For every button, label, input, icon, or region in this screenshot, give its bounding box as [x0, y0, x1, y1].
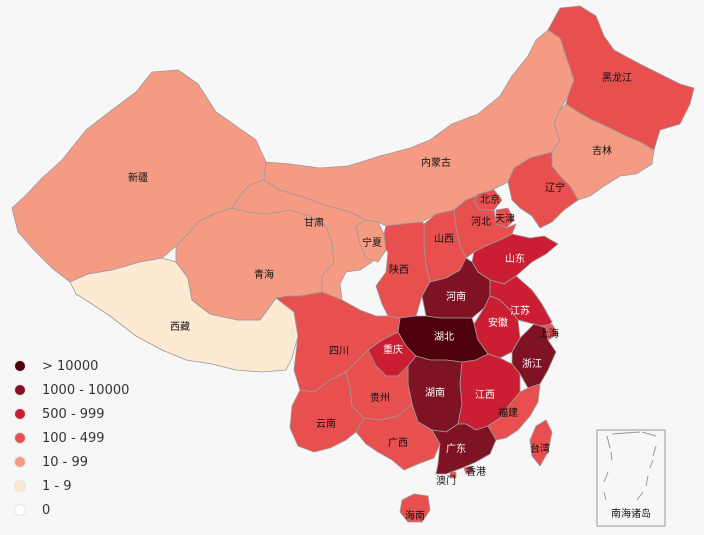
province-label-beijing: 北京 — [480, 193, 500, 206]
province-label-zhejiang: 浙江 — [522, 358, 542, 370]
legend-swatch-icon — [14, 504, 26, 516]
province-label-hunan: 湖南 — [425, 386, 445, 399]
legend-label: 500 - 999 — [42, 406, 105, 422]
province-label-hebei: 河北 — [471, 216, 491, 228]
legend-label: 1000 - 10000 — [42, 382, 130, 398]
province-fujian[interactable] — [487, 383, 541, 441]
province-label-neimenggu: 内蒙古 — [421, 156, 451, 169]
province-label-jiangsu: 江苏 — [510, 304, 530, 317]
province-label-xianggang: 香港 — [466, 466, 486, 478]
province-hainan[interactable] — [399, 493, 431, 523]
legend-item[interactable]: 1000 - 10000 — [14, 378, 164, 402]
province-label-hainan: 海南 — [405, 509, 425, 522]
province-xianggang[interactable] — [463, 465, 475, 475]
province-label-xizang: 西藏 — [170, 321, 190, 333]
legend-item[interactable]: 1 - 9 — [14, 474, 164, 498]
province-label-shanghai: 上海 — [539, 327, 559, 340]
province-sichuan[interactable] — [275, 291, 401, 393]
legend-item[interactable]: > 10000 — [14, 354, 164, 378]
province-label-chongqing: 重庆 — [383, 343, 403, 356]
province-label-taiwan: 台湾 — [530, 442, 550, 455]
province-guangxi[interactable] — [355, 403, 441, 471]
legend-swatch-icon — [14, 360, 26, 372]
province-label-yunnan: 云南 — [316, 417, 336, 430]
legend: > 10000 1000 - 10000 500 - 999 100 - 499 10 … — [14, 354, 164, 522]
legend-item[interactable]: 10 - 99 — [14, 450, 164, 474]
province-label-hubei: 湖北 — [434, 331, 454, 343]
province-label-jiangxi: 江西 — [475, 389, 495, 401]
legend-swatch-icon — [14, 384, 26, 396]
inset-label: 南海诸岛 — [611, 507, 651, 520]
legend-swatch-icon — [14, 480, 26, 492]
legend-label: > 10000 — [42, 358, 99, 374]
province-liaoning[interactable] — [507, 151, 579, 229]
province-label-tianjin: 天津 — [495, 213, 515, 225]
legend-label: 0 — [42, 502, 51, 518]
province-heilongjiang[interactable] — [547, 5, 695, 151]
province-label-ningxia: 宁夏 — [362, 236, 382, 249]
south-china-sea-inset: 南海诸岛 — [596, 429, 666, 527]
province-label-aomen: 澳门 — [436, 474, 456, 487]
legend-label: 100 - 499 — [42, 430, 105, 446]
province-label-xinjiang: 新疆 — [128, 171, 148, 184]
province-label-qinghai: 青海 — [254, 268, 274, 281]
legend-item[interactable]: 100 - 499 — [14, 426, 164, 450]
legend-swatch-icon — [14, 432, 26, 444]
province-label-jilin: 吉林 — [592, 144, 612, 157]
legend-swatch-icon — [14, 408, 26, 420]
province-label-henan: 河南 — [446, 290, 466, 303]
province-label-shaanxi: 陕西 — [389, 263, 409, 276]
province-guangdong[interactable] — [431, 423, 497, 475]
legend-label: 10 - 99 — [42, 454, 89, 470]
legend-label: 1 - 9 — [42, 478, 72, 494]
province-label-guangdong: 广东 — [446, 442, 466, 455]
province-taiwan[interactable] — [529, 419, 553, 467]
province-label-heilongjiang: 黑龙江 — [602, 71, 632, 84]
province-label-fujian: 福建 — [498, 406, 518, 419]
province-label-liaoning: 辽宁 — [545, 181, 565, 194]
province-label-sichuan: 四川 — [329, 346, 349, 357]
legend-swatch-icon — [14, 456, 26, 468]
province-label-shandong: 山东 — [505, 252, 525, 265]
legend-item[interactable]: 0 — [14, 498, 164, 522]
province-label-anhui: 安徽 — [488, 316, 508, 329]
province-aomen[interactable] — [449, 471, 457, 479]
province-label-guizhou: 贵州 — [370, 391, 390, 404]
province-label-guangxi: 广西 — [388, 437, 408, 449]
province-label-gansu: 甘肃 — [304, 216, 324, 229]
legend-item[interactable]: 500 - 999 — [14, 402, 164, 426]
province-label-shanxi: 山西 — [434, 233, 454, 245]
